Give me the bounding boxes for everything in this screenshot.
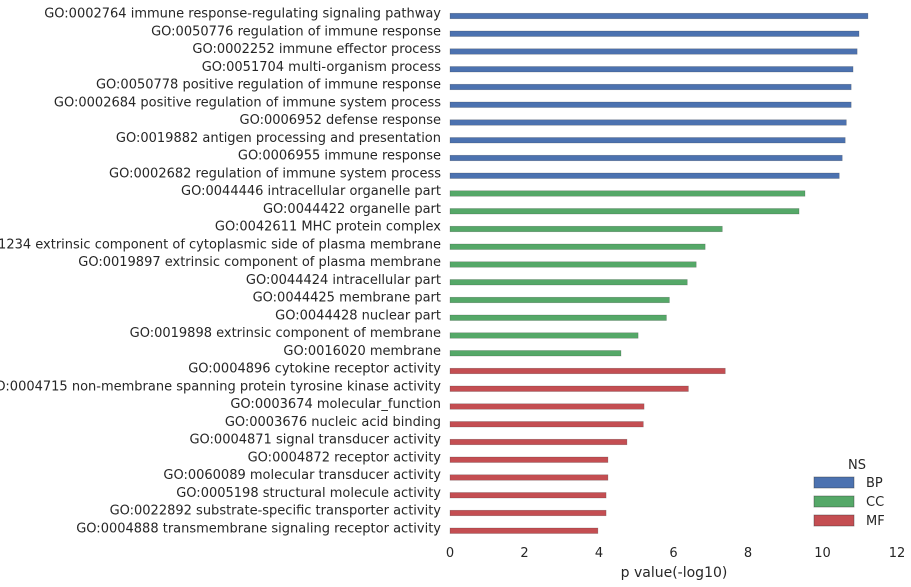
bar-bp: [449, 172, 840, 179]
category-label: GO:0044425 membrane part: [253, 291, 441, 306]
legend-swatch-bp: [813, 476, 855, 489]
category-label: GO:0002682 regulation of immune system p…: [109, 166, 441, 181]
category-label: GO:0050778 positive regulation of immune…: [96, 78, 441, 93]
category-label: GO:0044424 intracellular part: [246, 273, 441, 288]
category-label: GO:0003676 nucleic acid binding: [225, 415, 441, 430]
category-label: GO:0044428 nuclear part: [275, 308, 441, 323]
bar-bp: [449, 154, 843, 162]
category-label: GO:0060089 molecular transducer activity: [163, 468, 441, 483]
bar-bp: [449, 83, 852, 91]
legend-title: NS: [848, 458, 866, 473]
x-tick-label: 12: [889, 546, 906, 561]
bar-mf: [449, 509, 607, 517]
bar-mf: [449, 367, 726, 375]
x-tick-label: 2: [520, 546, 528, 561]
category-label: GO:0002252 immune effector process: [192, 42, 441, 57]
category-label: GO:0019898 extrinsic component of membra…: [130, 326, 441, 341]
x-tick-label: 6: [669, 546, 677, 561]
category-label: GO:0044422 organelle part: [263, 202, 441, 217]
category-label: GO:0031234 extrinsic component of cytopl…: [0, 237, 441, 252]
x-axis-label: p value(-log10): [621, 565, 728, 581]
bar-cc: [449, 296, 670, 304]
category-label: GO:0006952 defense response: [240, 113, 442, 128]
bar-cc: [449, 261, 697, 268]
bar-bp: [449, 137, 846, 144]
category-label: GO:0022892 substrate-specific transporte…: [110, 504, 442, 519]
category-label: GO:0004715 non-membrane spanning protein…: [0, 379, 441, 394]
bar-cc: [449, 332, 639, 339]
category-label: GO:0002764 immune response-regulating si…: [44, 7, 441, 22]
bar-cc: [449, 279, 688, 286]
legend-label-bp: BP: [866, 476, 883, 491]
bar-mf: [449, 438, 628, 446]
bar-bp: [449, 30, 860, 37]
bar-mf: [449, 456, 609, 463]
bar-mf: [449, 403, 645, 410]
category-label: GO:0044446 intracellular organelle part: [181, 184, 441, 199]
bar-cc: [449, 208, 800, 215]
category-label: GO:0003674 molecular_function: [230, 397, 441, 412]
bar-cc: [449, 190, 806, 197]
category-label: GO:0019882 antigen processing and presen…: [116, 131, 441, 146]
category-label: GO:0050776 regulation of immune response: [151, 24, 441, 39]
category-label: GO:0004871 signal transducer activity: [189, 433, 441, 448]
bar-mf: [449, 527, 599, 534]
bar-bp: [449, 12, 869, 20]
category-label: GO:0042611 MHC protein complex: [215, 220, 441, 235]
bar-bp: [449, 66, 854, 73]
bar-mf: [449, 385, 689, 392]
category-label: GO:0016020 membrane: [283, 344, 441, 359]
x-tick-label: 8: [744, 546, 752, 561]
bar-bp: [449, 119, 847, 126]
x-tick-label: 10: [814, 546, 831, 561]
legend-label-mf: MF: [866, 514, 885, 529]
category-label: GO:0006955 immune response: [238, 149, 441, 164]
x-tick-label: 4: [595, 546, 603, 561]
bar-mf: [449, 421, 644, 428]
category-label: GO:0019897 extrinsic component of plasma…: [78, 255, 441, 270]
category-label: GO:0002684 positive regulation of immune…: [54, 95, 441, 110]
bar-cc: [449, 243, 706, 250]
category-label: GO:0004872 receptor activity: [248, 450, 442, 465]
bar-bp: [449, 101, 852, 108]
bar-bp: [449, 48, 858, 55]
category-label: GO:0004888 transmembrane signaling recep…: [76, 521, 441, 536]
x-axis-ticks-group: 0 2 4 6 8 10 12: [446, 546, 905, 561]
category-labels-group: GO:0002764 immune response-regulating si…: [0, 7, 441, 537]
legend-swatch-mf: [813, 514, 855, 527]
legend-swatch-cc: [813, 495, 855, 508]
bars-group: [449, 12, 869, 534]
legend-label-cc: CC: [866, 495, 884, 510]
category-label: GO:0004896 cytokine receptor activity: [188, 362, 441, 377]
legend: NS BP CC MF: [813, 458, 885, 529]
bar-cc: [449, 314, 667, 321]
category-label: GO:0051704 multi-organism process: [202, 60, 442, 75]
legend-entries: BP CC MF: [813, 476, 885, 529]
bar-cc: [449, 225, 723, 233]
bar-cc: [449, 350, 622, 357]
bar-mf: [449, 474, 609, 481]
category-label: GO:0005198 structural molecule activity: [176, 486, 441, 501]
x-tick-label: 0: [446, 546, 454, 561]
bar-mf: [449, 492, 607, 499]
